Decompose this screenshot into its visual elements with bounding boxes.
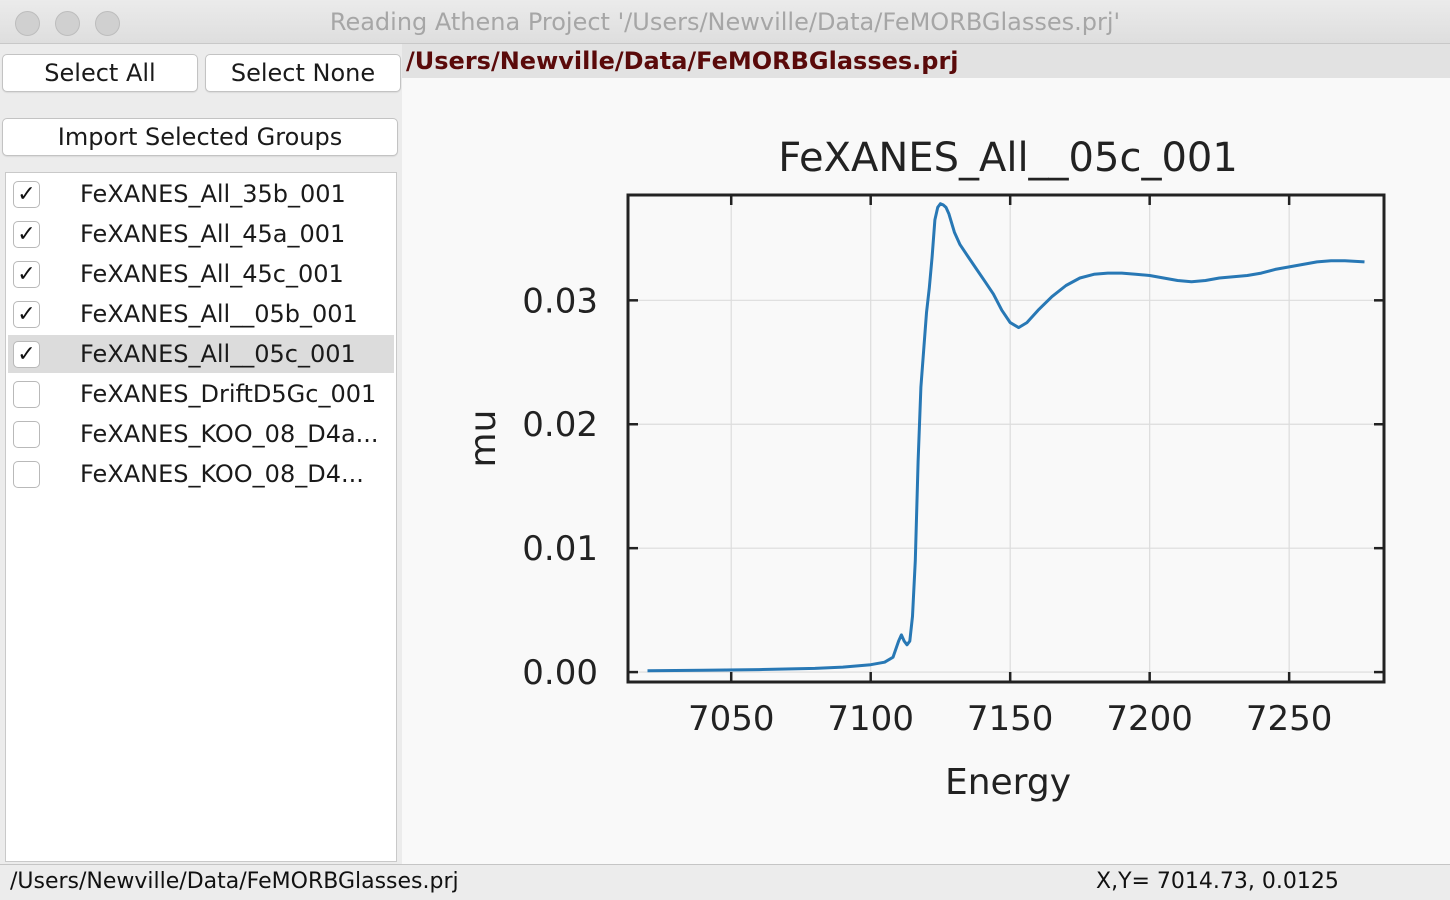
group-list-item[interactable]: ✓ FeXANES_All_35b_001 xyxy=(8,175,394,213)
group-list-item[interactable]: FeXANES_KOO_08_D4... xyxy=(8,455,394,493)
y-tick-label: 0.02 xyxy=(522,405,598,445)
project-path-label: /Users/Newville/Data/FeMORBGlasses.prj xyxy=(406,47,959,75)
select-all-button[interactable]: Select All xyxy=(2,54,198,92)
axes-frame xyxy=(626,193,1386,684)
window-title: Reading Athena Project '/Users/Newville/… xyxy=(329,8,1121,36)
status-cursor-coords: X,Y= 7014.73, 0.0125 xyxy=(1096,869,1339,894)
group-checkbox[interactable]: ✓ xyxy=(13,341,40,368)
y-tick-label: 0.00 xyxy=(522,653,598,693)
y-tick-label: 0.03 xyxy=(522,281,598,321)
group-checkbox[interactable]: ✓ xyxy=(13,261,40,288)
group-list-item[interactable]: FeXANES_DriftD5Gc_001 xyxy=(8,375,394,413)
group-list-item[interactable]: ✓ FeXANES_All_45a_001 xyxy=(8,215,394,253)
y-tick-label: 0.01 xyxy=(522,529,598,569)
group-label: FeXANES_KOO_08_D4... xyxy=(80,460,364,488)
x-tick-label: 7150 xyxy=(967,699,1054,739)
group-checkbox[interactable]: ✓ xyxy=(13,181,40,208)
plot-title: FeXANES_All__05c_001 xyxy=(778,135,1238,181)
minimize-window-button[interactable] xyxy=(55,11,80,36)
x-tick-label: 7050 xyxy=(688,699,775,739)
group-selection-panel: Select All Select None Import Selected G… xyxy=(0,44,402,864)
group-checklist[interactable]: ✓ FeXANES_All_35b_001 ✓ FeXANES_All_45a_001… xyxy=(5,172,397,862)
status-bar: /Users/Newville/Data/FeMORBGlasses.prj X… xyxy=(0,864,1450,900)
status-file-path: /Users/Newville/Data/FeMORBGlasses.prj xyxy=(10,869,459,894)
group-checkbox[interactable]: ✓ xyxy=(13,301,40,328)
group-label: FeXANES_All__05c_001 xyxy=(80,340,356,368)
group-checkbox[interactable]: ✓ xyxy=(13,221,40,248)
project-path-bar: /Users/Newville/Data/FeMORBGlasses.prj xyxy=(402,44,1450,78)
plot-area xyxy=(628,195,1384,682)
y-axis-label: mu xyxy=(463,410,504,468)
mu-energy-line xyxy=(647,202,1365,673)
group-checkbox[interactable] xyxy=(13,381,40,408)
group-list-item[interactable]: ✓ FeXANES_All_45c_001 xyxy=(8,255,394,293)
x-tick-label: 7200 xyxy=(1106,699,1193,739)
x-axis-label: Energy xyxy=(945,762,1071,803)
group-label: FeXANES_DriftD5Gc_001 xyxy=(80,380,377,408)
group-label: FeXANES_All_35b_001 xyxy=(80,180,346,208)
plot-panel[interactable]: 7050 7100 7150 7200 7250 0.00 0.01 0.02 0.03 FeXA… xyxy=(402,78,1450,864)
x-tick-label: 7100 xyxy=(827,699,914,739)
import-selected-groups-button[interactable]: Import Selected Groups xyxy=(2,118,398,156)
group-list-item[interactable]: ✓ FeXANES_All__05b_001 xyxy=(8,295,394,333)
group-checkbox[interactable] xyxy=(13,421,40,448)
xanes-plot[interactable]: 7050 7100 7150 7200 7250 0.00 0.01 0.02 0.03 FeXA… xyxy=(402,78,1450,864)
group-checkbox[interactable] xyxy=(13,461,40,488)
group-list-item[interactable]: ✓ FeXANES_All__05c_001 xyxy=(8,335,394,373)
group-list-item[interactable]: FeXANES_KOO_08_D4a... xyxy=(8,415,394,453)
group-label: FeXANES_KOO_08_D4a... xyxy=(80,420,379,448)
x-tick-label: 7250 xyxy=(1246,699,1333,739)
zoom-window-button[interactable] xyxy=(95,11,120,36)
title-bar: Reading Athena Project '/Users/Newville/… xyxy=(0,0,1450,44)
select-none-button[interactable]: Select None xyxy=(205,54,401,92)
group-label: FeXANES_All_45c_001 xyxy=(80,260,344,288)
close-window-button[interactable] xyxy=(15,11,40,36)
group-label: FeXANES_All__05b_001 xyxy=(80,300,358,328)
group-label: FeXANES_All_45a_001 xyxy=(80,220,346,248)
